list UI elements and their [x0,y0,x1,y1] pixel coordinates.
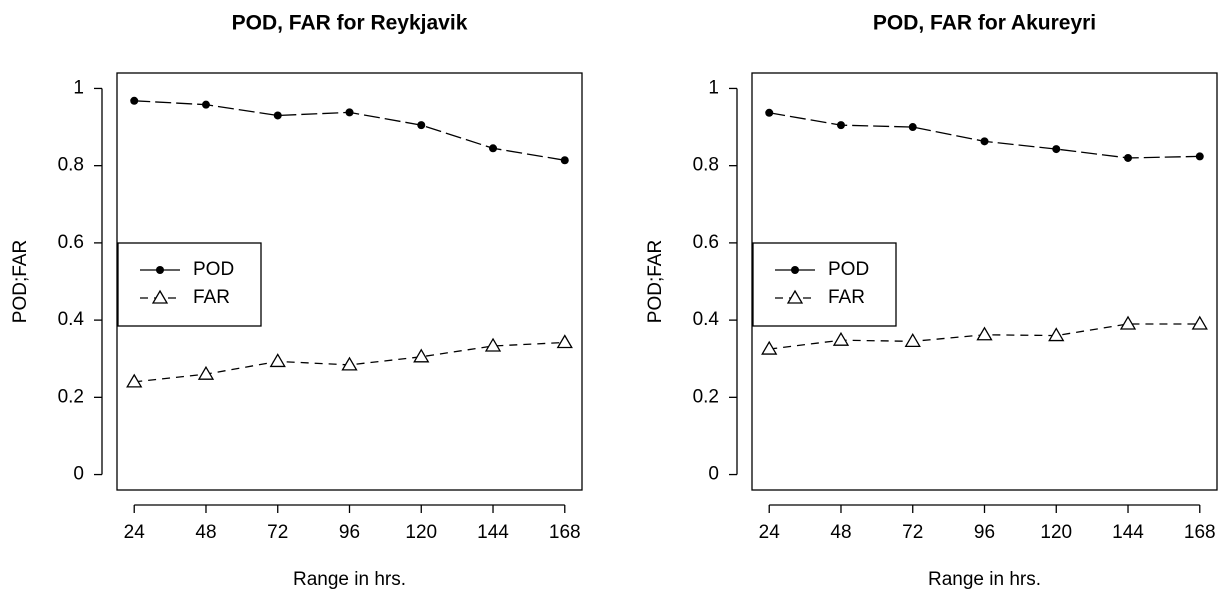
panel: POD, FAR for Reykjavik Range in hrs. POD;F… [10,12,583,590]
chart-title: POD, FAR for Akureyri [873,12,1096,35]
point [345,108,354,117]
y-tick-label: 1 [708,77,719,98]
point [976,326,993,341]
legend-label: POD [193,259,234,280]
point [1119,315,1137,330]
y-tick-label: 0 [708,464,719,485]
x-tick-label: 72 [902,522,923,543]
point [269,353,286,368]
y-tick-label: 0.2 [693,386,719,407]
y-axis-label: POD;FAR [10,240,31,323]
x-axis-label: Range in hrs. [293,569,406,590]
x-tick-label: 96 [974,522,995,543]
point [904,333,921,347]
y-tick-label: 0.4 [58,309,85,330]
x-tick-label: 48 [195,522,216,543]
plot-box [116,72,583,491]
x-tick-label: 48 [830,522,851,543]
legend: POD FAR [752,242,897,327]
legend: POD FAR [117,242,262,327]
point [980,137,989,146]
legend-label: POD [828,259,869,280]
point [1124,153,1133,162]
x-tick-label: 24 [124,522,146,543]
point [1191,315,1208,330]
point [556,334,573,349]
legend-marker [151,289,169,304]
point [484,337,502,352]
x-tick-label: 168 [1184,522,1216,543]
x-tick-label: 24 [759,522,781,543]
y-tick-label: 0.2 [58,386,84,407]
series-line [769,112,1200,159]
x-axis-label: Range in hrs. [928,569,1041,590]
x-tick-label: 120 [405,522,437,543]
point [417,121,426,130]
point [761,340,778,355]
x-tick-label: 120 [1040,522,1072,543]
y-tick-label: 0.8 [58,155,84,176]
x-tick-label: 144 [1112,522,1144,543]
plot-box [751,72,1218,491]
point [341,356,358,371]
y-tick-label: 0.8 [693,155,719,176]
point [201,100,210,109]
legend-marker [791,266,799,274]
chart-title: POD, FAR for Reykjavik [232,12,468,35]
point [765,108,774,117]
point [489,144,498,153]
point [126,373,143,388]
legend-label: FAR [193,287,230,308]
x-tick-label: 96 [339,522,360,543]
x-tick-label: 72 [267,522,288,543]
legend-marker [156,266,164,274]
x-tick-label: 168 [549,522,581,543]
y-tick-label: 0.4 [693,309,720,330]
point [908,123,917,132]
y-tick-label: 0.6 [693,232,719,253]
panel: POD, FAR for Akureyri Range in hrs. POD;FA… [645,12,1218,590]
legend-label: FAR [828,287,865,308]
point [560,156,569,165]
x-tick-label: 144 [477,522,509,543]
point [1048,327,1065,342]
point [413,348,430,363]
point [197,365,215,380]
legend-box [752,242,897,327]
legend-marker [786,289,804,304]
y-tick-label: 1 [73,77,84,98]
y-tick-label: 0.6 [58,232,84,253]
point [1052,145,1061,154]
legend-box [117,242,262,327]
point [273,111,282,120]
y-axis-label: POD;FAR [645,240,666,323]
point [1195,152,1204,161]
point [130,96,139,105]
point [832,331,850,346]
y-tick-label: 0 [73,464,84,485]
point [836,121,845,130]
